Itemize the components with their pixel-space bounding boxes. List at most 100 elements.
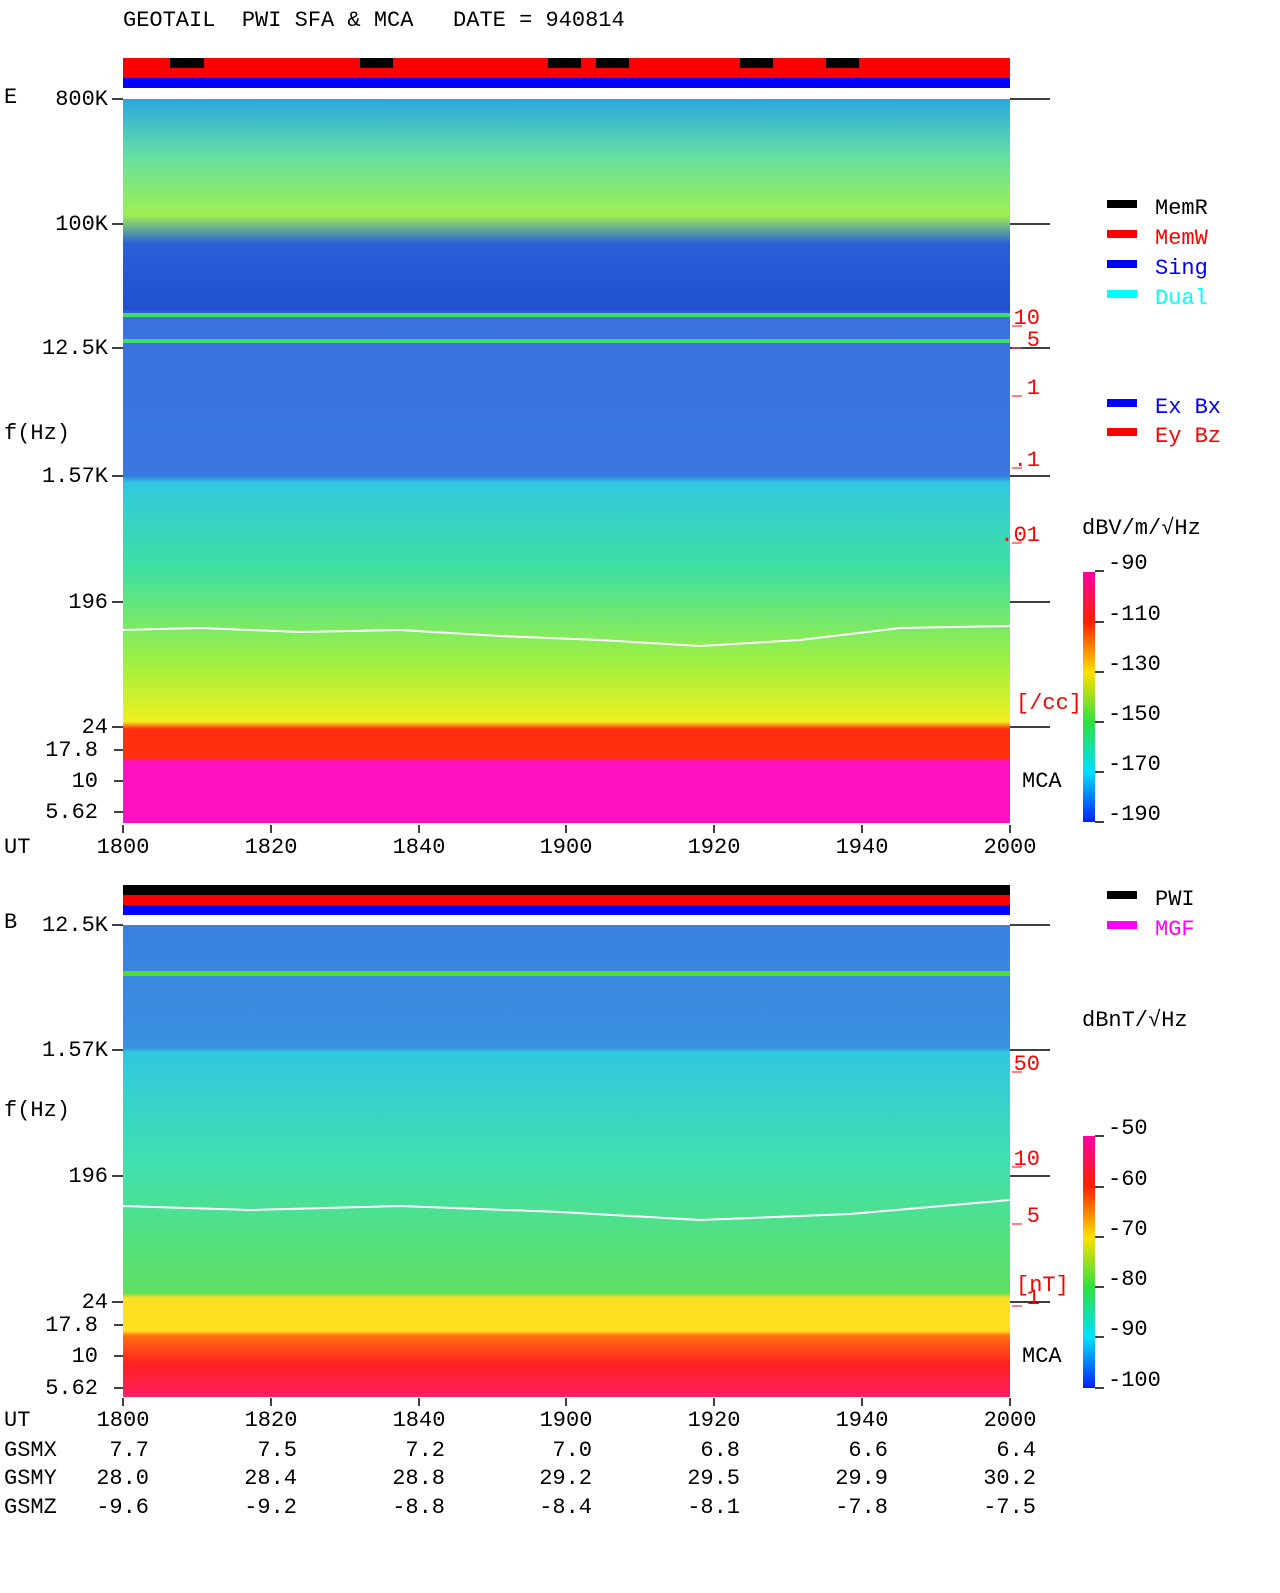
legend-swatch [1107, 921, 1137, 929]
colorbar [1083, 572, 1095, 822]
orbit-value: 7.7 [109, 1438, 149, 1463]
orbit-value: 7.5 [257, 1438, 297, 1463]
band-line [123, 339, 1010, 343]
y-tick-label: 196 [68, 590, 108, 615]
mca-tick-label: 10 [72, 1344, 98, 1369]
orbit-value: 7.0 [552, 1438, 592, 1463]
panel-label: B [4, 910, 17, 935]
density-unit: [/cc] [1016, 691, 1082, 716]
y-tick-label: 1.57K [42, 464, 109, 489]
mca-tick-label: 10 [72, 769, 98, 794]
x-tick-label: 1900 [540, 835, 593, 860]
orbit-value: 29.5 [687, 1466, 740, 1491]
orbit-value: 6.6 [848, 1438, 888, 1463]
colorbar-tick-label: -60 [1108, 1167, 1148, 1192]
x-tick-label: 1940 [836, 835, 889, 860]
x-tick-label: 2000 [984, 1408, 1037, 1433]
orbit-value: 6.4 [996, 1438, 1036, 1463]
y-tick-label: 24 [82, 1290, 108, 1315]
band-line [123, 971, 1010, 976]
spectrogram-e [123, 99, 1010, 823]
orbit-value: 7.2 [405, 1438, 445, 1463]
orbit-label: GSMX [4, 1438, 57, 1463]
legend-swatch [1107, 428, 1137, 436]
orbit-value: -9.2 [244, 1495, 297, 1520]
orbit-label: GSMY [4, 1466, 57, 1491]
legend-swatch [1107, 399, 1137, 407]
legend-label: Sing [1155, 256, 1208, 281]
colorbar-tick-label: -130 [1108, 652, 1161, 677]
legend-label: Ey Bz [1155, 424, 1221, 449]
colorbar-tick-label: -100 [1108, 1368, 1161, 1393]
orbit-value: -9.6 [96, 1495, 149, 1520]
colorbar-unit: dBV/m/√Hz [1082, 516, 1201, 541]
status-bar [123, 895, 1010, 905]
status-bar [123, 885, 1010, 895]
colorbar-tick-label: -150 [1108, 702, 1161, 727]
colorbar-tick-label: -50 [1108, 1116, 1148, 1141]
orbit-value: 28.0 [96, 1466, 149, 1491]
density-unit: [nT] [1016, 1273, 1069, 1298]
density-label: .1 [1014, 448, 1040, 473]
panel-label: E [4, 85, 17, 110]
density-label: 1 [1027, 376, 1040, 401]
legend-swatch [1107, 260, 1137, 268]
spectrogram-b [123, 925, 1010, 1397]
density-label: 10 [1014, 306, 1040, 331]
colorbar-unit: dBnT/√Hz [1082, 1008, 1188, 1033]
x-tick-label: 1800 [97, 1408, 150, 1433]
mca-tick-label: 17.8 [45, 1313, 98, 1338]
x-tick-label: 1800 [97, 835, 150, 860]
y-tick-label: 24 [82, 715, 108, 740]
colorbar-tick-label: -80 [1108, 1267, 1148, 1292]
orbit-value: 28.4 [244, 1466, 297, 1491]
colorbar-tick-label: -190 [1108, 802, 1161, 827]
density-label: 5 [1027, 328, 1040, 353]
x-tick-label: 1940 [836, 1408, 889, 1433]
title: GEOTAIL PWI SFA & MCA DATE = 940814 [123, 8, 625, 33]
orbit-value: -7.5 [983, 1495, 1036, 1520]
orbit-value: -7.8 [835, 1495, 888, 1520]
legend-swatch [1107, 290, 1137, 298]
orbit-label: GSMZ [4, 1495, 57, 1520]
legend-label: Ex Bx [1155, 395, 1221, 420]
band-line [123, 313, 1010, 317]
density-label: 10 [1014, 1147, 1040, 1172]
orbit-value: 29.9 [835, 1466, 888, 1491]
legend-label: PWI [1155, 887, 1195, 912]
fce-line [122, 1199, 1011, 1222]
colorbar-tick-label: -170 [1108, 752, 1161, 777]
colorbar-tick-label: -110 [1108, 602, 1161, 627]
colorbar-tick-label: -70 [1108, 1217, 1148, 1242]
colorbar-tick-label: -90 [1108, 551, 1148, 576]
y-tick-label: 1.57K [42, 1038, 109, 1063]
status-bar [123, 68, 1010, 78]
y-tick-label: 12.5K [42, 336, 109, 361]
orbit-value: -8.1 [687, 1495, 740, 1520]
status-bar [123, 905, 1010, 915]
density-label: .01 [1000, 523, 1040, 548]
orbit-value: 29.2 [539, 1466, 592, 1491]
mca-tick-label: 17.8 [45, 738, 98, 763]
y-tick-label: 100K [55, 212, 109, 237]
density-label: 1 [1027, 1286, 1040, 1311]
fce-line [122, 625, 1011, 648]
x-axis-label: UT [4, 1408, 30, 1433]
legend-label: MemR [1155, 196, 1208, 221]
x-tick-label: 1920 [688, 835, 741, 860]
legend-swatch [1107, 891, 1137, 899]
mca-label: MCA [1022, 1344, 1062, 1369]
mca-label: MCA [1022, 769, 1062, 794]
y-axis-label: f(Hz) [4, 421, 70, 446]
x-tick-label: 1820 [245, 835, 298, 860]
orbit-value: -8.4 [539, 1495, 592, 1520]
orbit-value: -8.8 [392, 1495, 445, 1520]
legend-swatch [1107, 200, 1137, 208]
legend-label: MGF [1155, 917, 1195, 942]
mca-tick-label: 5.62 [45, 800, 98, 825]
y-tick-label: 196 [68, 1164, 108, 1189]
x-axis-label: UT [4, 835, 30, 860]
colorbar-tick-label: -90 [1108, 1317, 1148, 1342]
y-tick-label: 12.5K [42, 913, 109, 938]
